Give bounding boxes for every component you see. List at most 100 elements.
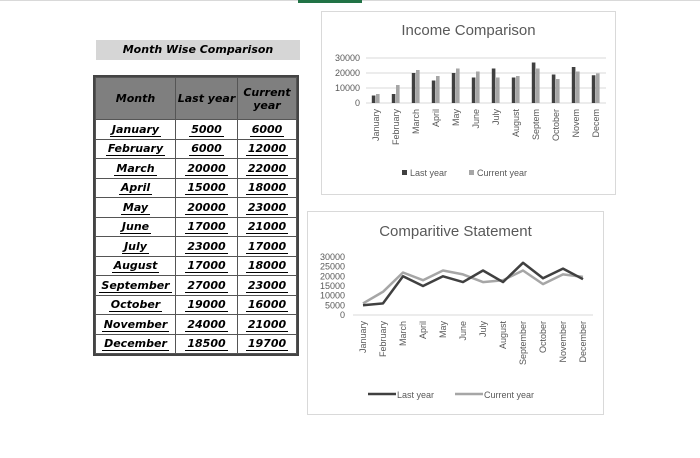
bar-current-year bbox=[516, 76, 520, 103]
cell-current-year-value: 18000 bbox=[245, 181, 289, 196]
cell-current-year-value: 23000 bbox=[245, 200, 289, 215]
bar-current-year bbox=[536, 68, 540, 103]
cell-month-value: March bbox=[114, 161, 157, 176]
cell-month[interactable]: April bbox=[95, 177, 176, 198]
cell-month[interactable]: January bbox=[95, 119, 176, 140]
cell-current-year-value: 6000 bbox=[249, 122, 285, 137]
x-tick-label: January bbox=[358, 321, 368, 354]
cell-month[interactable]: October bbox=[95, 294, 176, 315]
cell-last-year[interactable]: 5000 bbox=[175, 119, 238, 140]
cell-last-year[interactable]: 23000 bbox=[175, 236, 238, 257]
cell-month[interactable]: July bbox=[95, 236, 176, 257]
cell-last-year[interactable]: 19000 bbox=[175, 294, 238, 315]
y-tick-label: 20000 bbox=[320, 271, 345, 281]
cell-current-year[interactable]: 6000 bbox=[237, 119, 297, 140]
x-tick-label: October bbox=[538, 321, 548, 353]
x-tick-label: October bbox=[551, 109, 561, 141]
cell-current-year[interactable]: 22000 bbox=[237, 158, 297, 179]
cell-last-year-value: 17000 bbox=[185, 259, 228, 274]
x-tick-label: April bbox=[418, 321, 428, 339]
cell-current-year[interactable]: 19700 bbox=[237, 333, 297, 354]
legend-label-last-year: Last year bbox=[410, 168, 447, 178]
cell-current-year-value: 16000 bbox=[245, 298, 289, 313]
bar-last-year bbox=[431, 80, 436, 103]
cell-current-year[interactable]: 18000 bbox=[237, 177, 297, 198]
cell-current-year[interactable]: 16000 bbox=[237, 294, 297, 315]
month-comparison-table: Month Last year Current year January 5000… bbox=[93, 75, 299, 356]
header-last-year[interactable]: Last year bbox=[175, 77, 238, 120]
cell-last-year[interactable]: 24000 bbox=[175, 314, 238, 335]
table-row: January 5000 6000 bbox=[95, 119, 297, 140]
header-current-year[interactable]: Current year bbox=[237, 77, 297, 120]
cell-month[interactable]: September bbox=[95, 275, 176, 296]
cell-last-year[interactable]: 20000 bbox=[175, 158, 238, 179]
bar-last-year bbox=[471, 77, 476, 103]
bar-current-year bbox=[436, 76, 440, 103]
table-body: January 5000 6000 February 6000 12000 March 200… bbox=[95, 119, 297, 354]
y-tick-label: 30000 bbox=[320, 252, 345, 262]
x-tick-label: Septem bbox=[531, 109, 541, 140]
cell-last-year-value: 19000 bbox=[185, 298, 228, 313]
x-tick-label: May bbox=[438, 321, 448, 339]
table-title: Month Wise Comparison bbox=[96, 40, 300, 60]
cell-last-year-value: 18500 bbox=[185, 337, 228, 352]
y-tick-label: 20000 bbox=[335, 68, 360, 78]
table-row: May 20000 23000 bbox=[95, 197, 297, 218]
cell-month-value: August bbox=[111, 259, 160, 274]
cell-last-year[interactable]: 6000 bbox=[175, 138, 238, 159]
cell-last-year[interactable]: 17000 bbox=[175, 255, 238, 276]
cell-current-year[interactable]: 23000 bbox=[237, 197, 297, 218]
table-row: December 18500 19700 bbox=[95, 333, 297, 354]
cell-month-value: November bbox=[101, 317, 170, 332]
bar-last-year bbox=[411, 73, 416, 103]
cell-last-year[interactable]: 15000 bbox=[175, 177, 238, 198]
cell-month[interactable]: December bbox=[95, 333, 176, 354]
x-tick-label: July bbox=[491, 109, 501, 126]
bar-last-year bbox=[551, 74, 556, 103]
legend-swatch-current-year bbox=[469, 170, 474, 175]
cell-current-year-value: 17000 bbox=[245, 239, 289, 254]
bar-last-year bbox=[451, 73, 456, 103]
cell-month[interactable]: June bbox=[95, 216, 176, 237]
header-month[interactable]: Month bbox=[95, 77, 176, 120]
cell-month-value: September bbox=[99, 278, 172, 293]
legend-label-current-year: Current year bbox=[484, 390, 534, 400]
cell-month[interactable]: March bbox=[95, 158, 176, 179]
cell-current-year[interactable]: 21000 bbox=[237, 216, 297, 237]
cell-current-year[interactable]: 18000 bbox=[237, 255, 297, 276]
comparative-statement-chart[interactable]: Comparitive Statement 0 5000 10000 15000 200… bbox=[307, 211, 604, 415]
cell-last-year-value: 27000 bbox=[185, 278, 228, 293]
cell-month[interactable]: August bbox=[95, 255, 176, 276]
cell-current-year-value: 18000 bbox=[245, 259, 289, 274]
cell-current-year[interactable]: 12000 bbox=[237, 138, 297, 159]
cell-month-value: July bbox=[122, 239, 149, 254]
y-tick-label: 25000 bbox=[320, 262, 345, 272]
bar-last-year bbox=[591, 75, 596, 103]
table-row: September 27000 23000 bbox=[95, 275, 297, 296]
bar-last-year bbox=[491, 68, 496, 103]
legend-label-current-year: Current year bbox=[477, 168, 527, 178]
cell-current-year-value: 21000 bbox=[245, 317, 289, 332]
cell-last-year[interactable]: 20000 bbox=[175, 197, 238, 218]
cell-current-year[interactable]: 21000 bbox=[237, 314, 297, 335]
cell-last-year[interactable]: 18500 bbox=[175, 333, 238, 354]
cell-month[interactable]: February bbox=[95, 138, 176, 159]
cell-last-year[interactable]: 17000 bbox=[175, 216, 238, 237]
cell-month[interactable]: May bbox=[95, 197, 176, 218]
y-tick-label: 5000 bbox=[325, 300, 345, 310]
header-current-year-line1: Current bbox=[243, 85, 291, 99]
y-tick-label: 0 bbox=[340, 310, 345, 320]
cell-last-year-value: 17000 bbox=[185, 220, 228, 235]
cell-last-year-value: 20000 bbox=[185, 200, 228, 215]
income-comparison-chart[interactable]: Income Comparison 0 10000 20000 30000 Januar… bbox=[321, 11, 616, 195]
cell-last-year[interactable]: 27000 bbox=[175, 275, 238, 296]
cell-current-year[interactable]: 17000 bbox=[237, 236, 297, 257]
cell-month[interactable]: November bbox=[95, 314, 176, 335]
cell-current-year[interactable]: 23000 bbox=[237, 275, 297, 296]
cell-current-year-value: 23000 bbox=[245, 278, 289, 293]
cell-month-value: May bbox=[120, 200, 151, 215]
cell-current-year-value: 12000 bbox=[245, 142, 289, 157]
bar-current-year bbox=[596, 73, 600, 103]
y-tick-label: 15000 bbox=[320, 281, 345, 291]
